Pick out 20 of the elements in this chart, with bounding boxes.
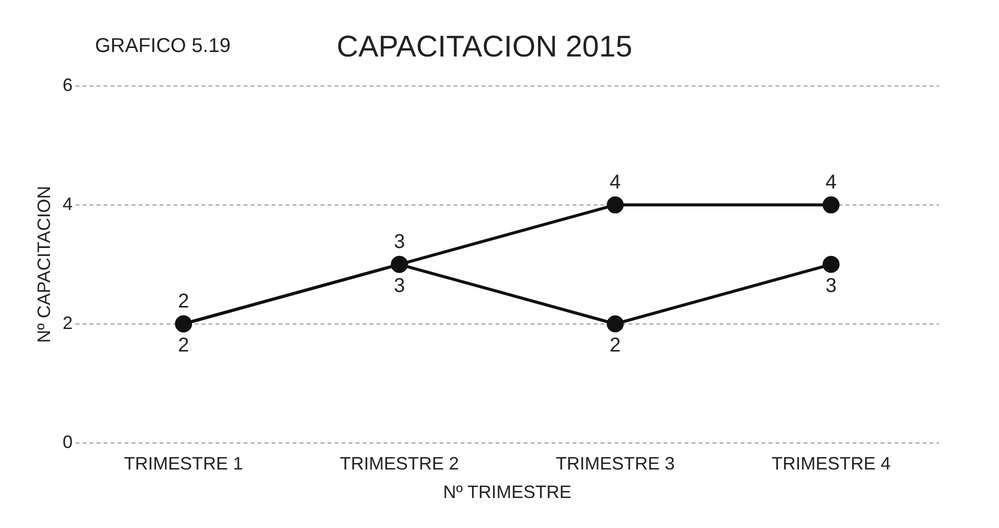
x-tick-label: TRIMESTRE 3 xyxy=(556,454,675,474)
y-tick-label: 2 xyxy=(62,312,73,333)
y-tick-label: 6 xyxy=(62,74,73,95)
x-axis-title: Nº TRIMESTRE xyxy=(443,482,572,502)
data-label: 3 xyxy=(394,274,405,297)
data-label: 4 xyxy=(826,171,837,194)
x-tick-label: TRIMESTRE 2 xyxy=(340,454,459,474)
x-tick-label: TRIMESTRE 4 xyxy=(772,454,891,474)
data-label: 4 xyxy=(610,171,621,194)
x-tick-label: TRIMESTRE 1 xyxy=(124,454,244,474)
data-label: 3 xyxy=(826,274,837,297)
y-axis-title: Nº CAPACITACION xyxy=(34,186,54,343)
y-tick-label: 4 xyxy=(62,194,73,214)
data-label: 3 xyxy=(394,230,405,253)
y-tick-label: 0 xyxy=(62,432,73,452)
data-label: 2 xyxy=(178,334,190,356)
data-label: 2 xyxy=(610,334,621,356)
data-label: 2 xyxy=(178,290,190,312)
chart-title: CAPACITACION 2015 xyxy=(336,30,632,64)
text: GRAFICO 5.19 xyxy=(95,35,231,58)
